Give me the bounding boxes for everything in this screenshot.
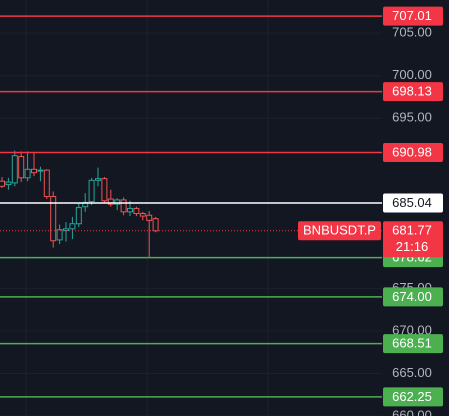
candle-body — [95, 178, 101, 181]
level-label: 690.98 — [392, 144, 432, 159]
candle-body — [114, 199, 121, 205]
y-tick-label: 665.00 — [392, 365, 432, 380]
symbol-box — [298, 221, 381, 241]
candle-body — [127, 207, 133, 213]
candle-body — [31, 168, 37, 174]
level-label-box — [383, 387, 443, 407]
level-label-box — [383, 334, 443, 354]
countdown-label: 21:16 — [396, 239, 429, 254]
level-label-box — [383, 287, 443, 307]
y-tick-label: 660.00 — [392, 407, 432, 416]
candle-body — [152, 218, 159, 232]
candle-body — [133, 207, 140, 215]
y-tick-label: 670.00 — [392, 322, 432, 337]
level-label-box — [383, 193, 443, 213]
candle-body — [139, 213, 146, 217]
candle-body — [69, 223, 76, 230]
last-price-label: 681.77 — [392, 223, 432, 238]
y-tick-label: 695.00 — [392, 110, 432, 125]
candle-body — [18, 156, 25, 179]
level-label: 662.25 — [392, 389, 432, 404]
level-label: 668.51 — [392, 336, 432, 351]
level-label-box — [383, 82, 443, 102]
candle-body — [120, 199, 127, 213]
y-tick-label: 700.00 — [392, 67, 432, 82]
y-tick-label: 705.00 — [392, 25, 432, 40]
candle-body — [101, 178, 108, 202]
level-label-box — [383, 6, 443, 26]
candle-body — [63, 228, 69, 232]
symbol-label: BNBUSDT.P — [303, 223, 376, 238]
level-label: 707.01 — [392, 8, 432, 23]
candle-body — [88, 179, 95, 203]
candle-body — [50, 196, 57, 242]
candle-body — [43, 169, 50, 198]
candle-body — [24, 168, 31, 179]
candle-body — [0, 180, 5, 187]
candle-body — [56, 229, 63, 241]
candle-body — [5, 181, 12, 186]
candle-body — [11, 155, 18, 184]
level-label: 685.04 — [392, 195, 432, 210]
level-label: 698.13 — [392, 84, 432, 99]
level-label-box — [383, 142, 443, 162]
level-label: 674.00 — [392, 289, 432, 304]
last-price-box — [383, 221, 443, 258]
candle-body — [37, 169, 44, 172]
candle-body — [107, 198, 114, 205]
candle-body — [75, 207, 82, 225]
candle-body — [146, 214, 153, 221]
